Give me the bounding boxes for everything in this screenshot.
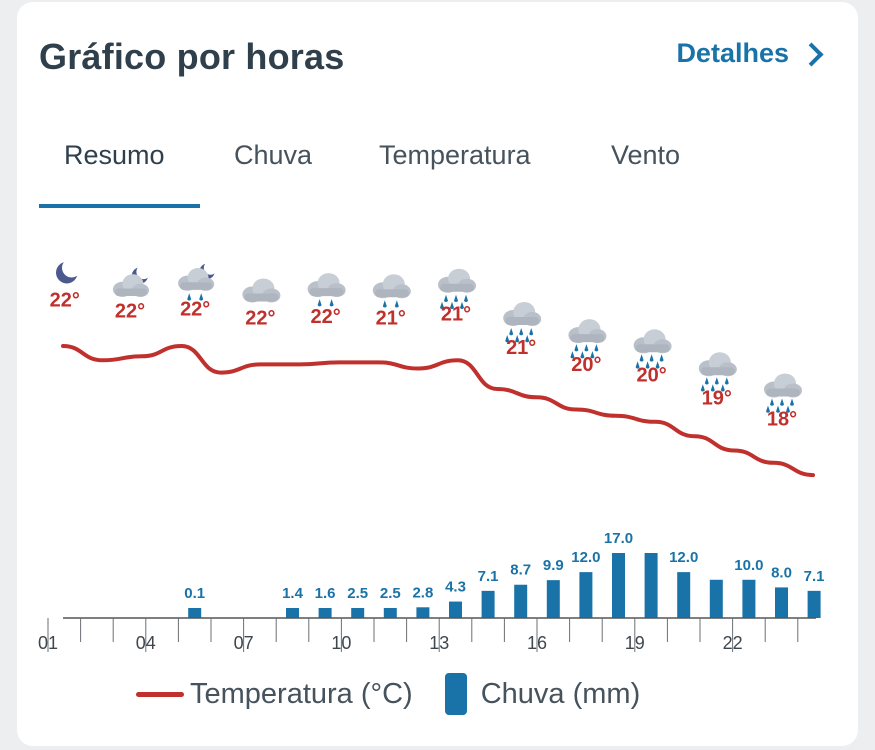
tab-temperatura[interactable]: Temperatura [379,140,531,170]
moon-icon [56,261,78,284]
temperature-label: 22° [115,300,145,322]
details-label: Detalhes [676,38,789,68]
rain-moon-icon [178,263,215,301]
x-tick-label: 07 [234,633,254,653]
rain-value-label: 8.0 [771,564,792,581]
temperature-label: 20° [571,354,601,376]
legend-temperature-swatch [136,691,184,697]
rain-bar [579,572,593,618]
rain-bar [514,584,528,618]
legend-temperature-label: Temperatura (°C) [190,677,413,710]
heavy-rain-icon [568,319,607,359]
heavy-rain-icon [698,352,737,392]
rain-value-label: 12.0 [571,549,600,566]
rain-bar [318,608,332,618]
heavy-rain-icon [764,373,802,413]
rain-bar [612,553,625,618]
x-tick-label: 10 [331,633,351,653]
x-tick-label: 16 [527,633,547,653]
rain-bar [742,579,756,618]
rain-value-label: 0.1 [184,585,205,602]
rain-value-label: 2.8 [412,584,433,601]
rain-value-label: 1.6 [315,585,336,602]
rain-value-label: 8.7 [510,562,531,579]
tab-bar: Resumo Chuva Temperatura Vento [39,140,739,210]
rain-bar [546,580,560,618]
x-tick-label: 22 [723,633,743,653]
temperature-label: 22° [50,290,80,312]
temperature-label: 22° [180,298,210,320]
rain-bar [351,608,365,618]
temperature-label: 18° [767,408,797,430]
legend-rain: Chuva (mm) [413,673,641,715]
card-title: Gráfico por horas [39,36,345,77]
rain-bar [677,572,691,618]
legend-rain-label: Chuva (mm) [480,677,641,710]
temperature-line [61,343,815,478]
temperature-label: 19° [702,387,732,409]
rain-bar [449,601,462,618]
rain-value-label: 2.5 [347,585,368,602]
rain-bar [807,590,821,618]
tab-chuva[interactable]: Chuva [234,140,313,170]
rain-bar [383,608,397,618]
rain-value-label: 7.1 [478,568,499,585]
rain-value-label: 10.0 [734,557,763,574]
rain-value-label: 4.3 [445,579,466,596]
rain-bar [709,579,723,618]
rain-bar [286,608,299,618]
legend-rain-swatch [444,673,467,715]
light-rain-icon [372,274,411,308]
tab-vento[interactable]: Vento [611,140,681,170]
rain-value-label: 9.9 [543,557,564,574]
rain-icon [438,268,476,309]
temperature-label: 21° [441,304,471,326]
legend-temperature: Temperatura (°C) [136,678,413,711]
rain-value-label: 1.4 [282,585,304,602]
rain-value-label: 7.1 [804,568,825,585]
rain-icon [503,302,542,343]
x-tick-label: 01 [38,633,58,653]
rain-bar [775,587,788,618]
x-tick-label: 04 [136,633,156,653]
temperature-label: 21° [376,307,406,329]
tab-resumo[interactable]: Resumo [64,140,165,170]
rain-value-label: 17.0 [604,530,633,547]
temperature-label: 22° [310,306,340,328]
chart-legend: Temperatura (°C) Chuva (mm) [136,672,640,716]
temperature-label: 20° [636,364,666,386]
rain-value-label: 2.5 [380,585,401,602]
rain-bar [188,608,202,618]
cloud-icon [242,278,281,303]
rain-value-label: 12.0 [669,549,698,566]
details-link[interactable]: Detalhes [676,38,824,69]
heavy-rain-icon [633,329,672,369]
x-tick-label: 19 [625,633,645,653]
rain-bar [416,607,430,618]
cloud-moon-icon [112,267,149,297]
light-rain-icon [307,273,346,307]
x-tick-label: 13 [429,633,449,653]
rain-bar [481,590,495,618]
temperature-label: 21° [506,337,536,359]
temperature-label: 22° [245,307,275,329]
rain-bar [644,553,658,618]
active-tab-indicator [39,204,200,208]
